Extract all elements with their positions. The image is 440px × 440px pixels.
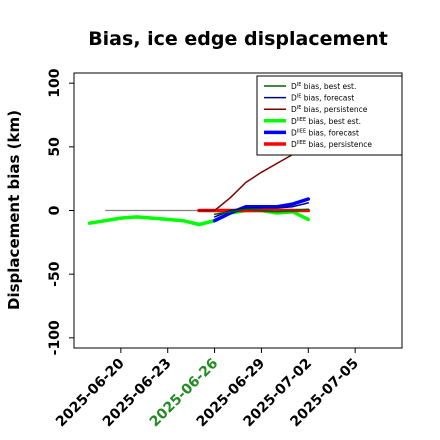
legend-label: bias, best est. (306, 117, 361, 126)
y-tick-label: 100 (47, 68, 63, 97)
legend-label: bias, persistence (306, 140, 372, 149)
legend-label: bias, forecast (301, 94, 354, 103)
x-axis: 2025-06-202025-06-232025-06-262025-06-29… (53, 348, 362, 430)
series-line-die-bias-best-est- (213, 208, 310, 216)
y-tick-label: 50 (47, 137, 63, 157)
legend-entry: DIIEE bias, forecast (291, 128, 359, 137)
legend-superscript: IE (297, 105, 302, 111)
plot-area (73, 72, 403, 349)
legend-entry: DIIEE bias, persistence (291, 140, 372, 149)
legend-label: bias, persistence (301, 105, 367, 114)
series-line-die-bias-forecast (213, 202, 310, 218)
legend-entry: DIE bias, best est. (291, 82, 356, 91)
series-line-diiee-bias-best-est- (87, 208, 311, 227)
series-line-diiee-bias-forecast (212, 197, 311, 223)
legend-superscript: IIEE (297, 117, 306, 123)
legend-entry: DIE bias, persistence (291, 105, 368, 114)
y-tick-label: 0 (47, 205, 63, 215)
legend-label: bias, best est. (301, 82, 356, 91)
legend: DIE bias, best est. DIE bias, forecast DIE… (256, 75, 403, 156)
legend-entry: DIIEE bias, best est. (291, 117, 361, 126)
legend-entry: DIE bias, forecast (291, 94, 354, 103)
y-axis: -100 -50 0 50 100 (47, 68, 74, 355)
legend-superscript: IE (297, 82, 302, 88)
legend-box (256, 75, 403, 156)
series-line-die-bias-persistence (198, 146, 310, 212)
y-axis-label: Displacement bias (km) (5, 110, 23, 310)
legend-superscript: IIEE (297, 140, 306, 146)
legend-superscript: IIEE (297, 128, 306, 134)
y-tick-label: -100 (47, 320, 63, 355)
y-tick-label: -50 (47, 261, 63, 287)
legend-label: bias, forecast (306, 128, 359, 137)
series-group (87, 146, 311, 227)
chart-title: Bias, ice edge displacement (88, 28, 388, 50)
legend-superscript: IE (297, 94, 302, 100)
